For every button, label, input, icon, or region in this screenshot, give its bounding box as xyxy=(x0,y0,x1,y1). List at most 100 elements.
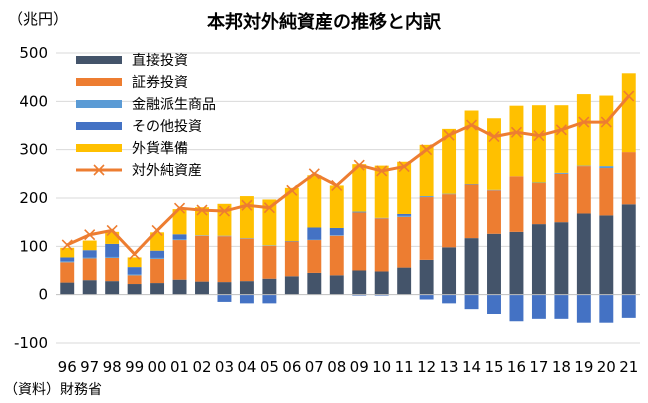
line-point-marker xyxy=(263,202,275,214)
bar-segment xyxy=(217,282,232,295)
bar-segment xyxy=(172,279,187,295)
bar-segment xyxy=(487,118,501,190)
x-tick-label: 21 xyxy=(619,358,638,376)
legend-swatch xyxy=(76,56,122,64)
bar-segment xyxy=(509,294,524,322)
x-tick-label: 97 xyxy=(80,358,99,376)
x-axis-ticks: 96 97 98 99 00 01 02 03 04 05 06 07 08 09 10 11 12 13 14 15… xyxy=(58,358,639,376)
bar-segment xyxy=(554,173,569,223)
bar-segment xyxy=(576,294,591,323)
bar-segment xyxy=(599,166,614,169)
y-tick-label: -100 xyxy=(14,334,48,352)
line-point-marker xyxy=(623,90,635,102)
bar-segment xyxy=(172,209,187,235)
bar-segment xyxy=(531,294,546,319)
bar-segment xyxy=(105,243,120,257)
line-point-marker xyxy=(196,204,208,216)
bar-segment xyxy=(262,278,277,295)
x-tick-label: 11 xyxy=(395,358,414,376)
bar-segment xyxy=(172,234,187,240)
bar-segment xyxy=(329,185,344,228)
bar-segment xyxy=(419,197,434,260)
bar-segment xyxy=(82,258,97,281)
bar-segment xyxy=(576,166,591,214)
bar-segment xyxy=(150,258,165,284)
bar-segment xyxy=(599,168,614,216)
bar-segment xyxy=(82,250,97,258)
x-tick-label: 99 xyxy=(125,358,144,376)
bar-segment xyxy=(150,250,165,258)
bar-segment xyxy=(464,294,479,310)
line-point-marker xyxy=(465,119,478,131)
bar-segment xyxy=(284,241,299,277)
bar-segment xyxy=(307,272,322,295)
x-tick-label: 05 xyxy=(260,358,279,376)
bar-segment xyxy=(576,213,591,295)
x-tick-label: 96 xyxy=(58,358,77,376)
bar-segment xyxy=(419,259,434,295)
bar-segment xyxy=(487,190,501,234)
bar-segment xyxy=(127,267,142,275)
bar-segment xyxy=(307,175,322,228)
bar-segment xyxy=(60,261,75,263)
bar-segment xyxy=(307,240,322,273)
legend-swatch xyxy=(76,78,122,86)
bar-segment xyxy=(262,245,277,279)
legend-swatch xyxy=(76,100,122,108)
bar-segment xyxy=(127,257,142,268)
bar-segment xyxy=(531,105,546,183)
bar-segment xyxy=(352,270,367,295)
bar-segment xyxy=(239,238,254,282)
legend-swatch xyxy=(76,122,122,130)
line-point-marker xyxy=(533,130,545,142)
bar-segment xyxy=(60,282,75,295)
legend-swatch xyxy=(76,144,122,152)
line-point-marker xyxy=(555,124,567,136)
bar-segment xyxy=(442,128,457,194)
bar-segment xyxy=(195,235,209,282)
bar-segment xyxy=(105,256,120,258)
bar-segment xyxy=(442,247,457,295)
legend-marker xyxy=(93,164,105,176)
line-point-marker xyxy=(308,168,320,180)
bar-segment xyxy=(419,144,434,197)
bar-segment xyxy=(374,271,389,295)
chart-title: 本邦対外純資産の推移と内訳 xyxy=(207,12,441,33)
bar-segment xyxy=(195,281,209,295)
line-point-marker xyxy=(218,205,231,217)
bar-segment xyxy=(60,247,75,258)
bar-segment xyxy=(509,105,524,177)
x-tick-label: 01 xyxy=(170,358,189,376)
x-tick-label: 15 xyxy=(484,358,503,376)
bar-segment xyxy=(239,294,254,304)
bar-segment xyxy=(487,294,501,314)
x-tick-label: 02 xyxy=(192,358,211,376)
bar-segment xyxy=(419,294,434,300)
bar-segment xyxy=(352,212,367,271)
bar-segment xyxy=(284,187,299,242)
x-tick-label: 14 xyxy=(462,358,481,376)
bar-segment xyxy=(352,164,367,212)
bar-segment xyxy=(509,231,524,295)
bar-segment xyxy=(127,274,142,276)
bar-segment xyxy=(487,233,501,295)
bar-segment xyxy=(397,215,412,217)
bar-segment xyxy=(150,232,165,251)
bar-segment xyxy=(397,213,412,216)
bar-segment xyxy=(509,176,524,232)
x-tick-label: 09 xyxy=(350,358,369,376)
bar-segment xyxy=(105,257,120,282)
bar-segment xyxy=(554,222,569,295)
legend-label: 証券投資 xyxy=(132,75,188,91)
x-tick-label: 12 xyxy=(417,358,436,376)
line-point-marker xyxy=(129,248,141,260)
line-point-marker xyxy=(241,199,253,211)
bar-segment xyxy=(329,235,344,276)
bar-segment xyxy=(105,281,120,295)
bar-segment xyxy=(172,240,187,280)
x-tick-label: 16 xyxy=(507,358,526,376)
x-tick-label: 06 xyxy=(282,358,301,376)
bar-segment xyxy=(217,294,232,302)
bar-segment xyxy=(239,281,254,295)
y-tick-label: 400 xyxy=(19,92,48,110)
